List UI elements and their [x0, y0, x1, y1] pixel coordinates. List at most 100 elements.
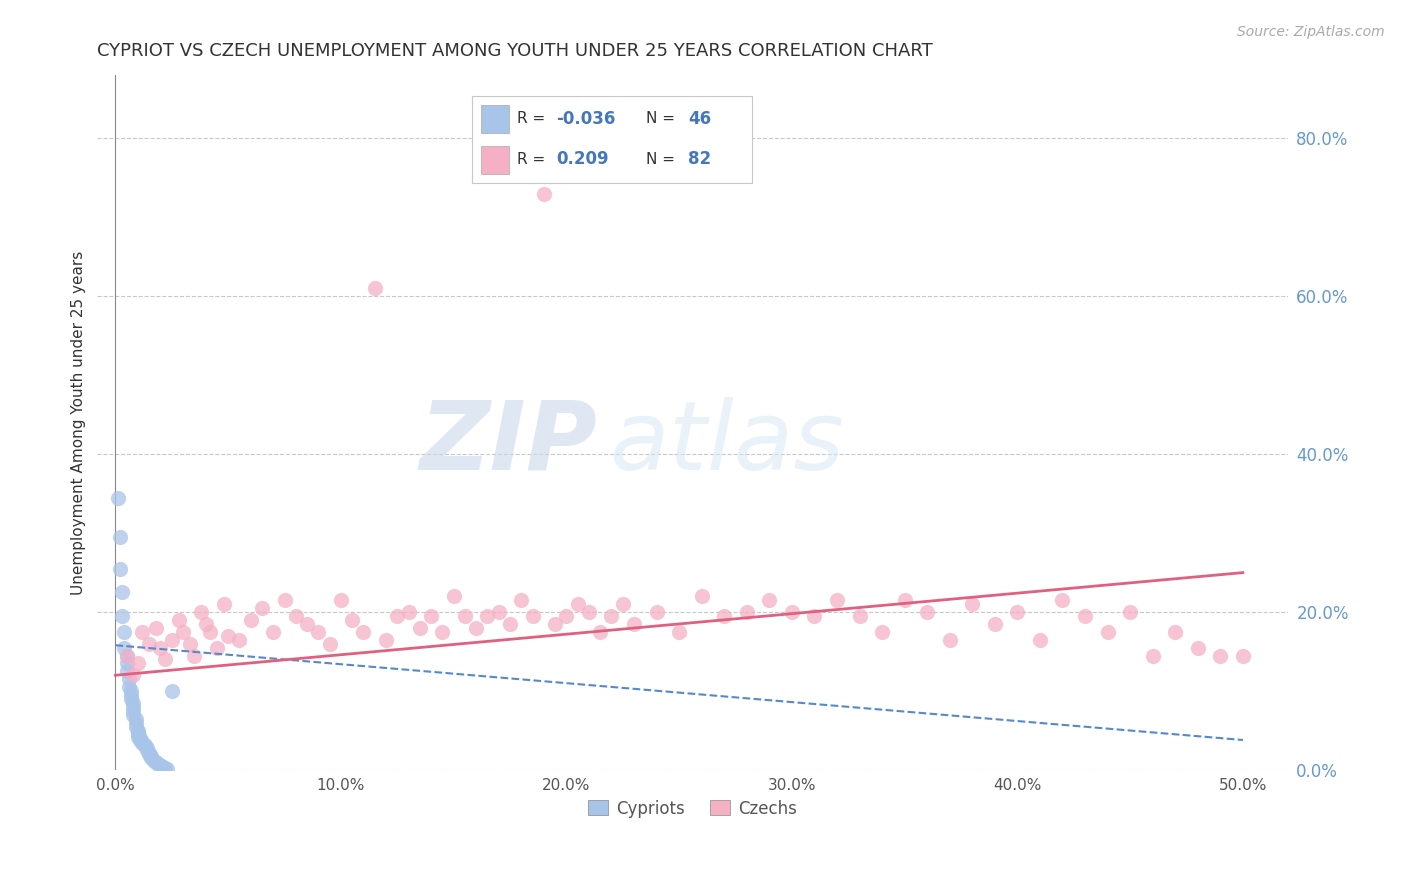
Point [352, 624, 374, 639]
Point [893, 593, 915, 607]
Point [250, 601, 273, 615]
Point [1164, 624, 1187, 639]
Point [623, 616, 645, 631]
Point [149, 640, 172, 655]
Point [398, 605, 420, 619]
Point [153, 761, 176, 775]
Point [131, 734, 153, 748]
Point [780, 605, 803, 619]
Point [108, 530, 131, 544]
Point [262, 624, 284, 639]
Point [239, 613, 262, 627]
Point [284, 609, 307, 624]
Point [111, 585, 134, 599]
Point [120, 688, 142, 702]
Point [612, 597, 634, 611]
Point [120, 692, 142, 706]
Point [145, 755, 167, 769]
Point [273, 593, 295, 607]
Point [115, 648, 138, 663]
Point [825, 593, 848, 607]
Point [149, 758, 172, 772]
Point [1074, 609, 1097, 624]
Point [645, 605, 668, 619]
Point [432, 624, 454, 639]
Point [122, 704, 145, 718]
Point [1187, 640, 1209, 655]
Point [984, 616, 1007, 631]
Point [138, 637, 160, 651]
Point [668, 624, 690, 639]
Point [499, 616, 522, 631]
Point [340, 613, 363, 627]
Point [205, 640, 228, 655]
Point [131, 736, 153, 750]
Point [125, 720, 148, 734]
Text: ZIP: ZIP [419, 397, 598, 490]
Point [295, 616, 318, 631]
Legend: Cypriots, Czechs: Cypriots, Czechs [581, 793, 804, 824]
Point [141, 748, 163, 763]
Point [488, 605, 510, 619]
Point [454, 609, 477, 624]
Point [125, 712, 148, 726]
Point [578, 605, 600, 619]
Point [1097, 624, 1119, 639]
Point [127, 657, 149, 671]
Point [138, 746, 160, 760]
Point [145, 621, 167, 635]
Point [477, 609, 499, 624]
Point [465, 621, 488, 635]
Point [125, 715, 148, 730]
Point [600, 609, 623, 624]
Point [179, 637, 201, 651]
Point [915, 605, 938, 619]
Point [1007, 605, 1029, 619]
Point [136, 743, 159, 757]
Point [420, 609, 443, 624]
Point [1052, 593, 1074, 607]
Point [1029, 632, 1052, 647]
Text: atlas: atlas [609, 397, 845, 490]
Point [112, 640, 135, 655]
Point [387, 609, 409, 624]
Point [217, 629, 239, 643]
Point [198, 624, 221, 639]
Point [129, 731, 152, 746]
Point [533, 186, 555, 201]
Point [118, 672, 141, 686]
Point [131, 624, 153, 639]
Point [153, 652, 176, 666]
Point [848, 609, 870, 624]
Point [122, 707, 145, 722]
Point [122, 696, 145, 710]
Point [118, 680, 141, 694]
Point [318, 637, 340, 651]
Text: CYPRIOT VS CZECH UNEMPLOYMENT AMONG YOUTH UNDER 25 YEARS CORRELATION CHART: CYPRIOT VS CZECH UNEMPLOYMENT AMONG YOUT… [97, 42, 934, 60]
Point [160, 632, 183, 647]
Point [375, 632, 398, 647]
Point [167, 613, 190, 627]
Point [141, 751, 163, 765]
Point [228, 632, 250, 647]
Point [115, 657, 138, 671]
Point [1232, 648, 1254, 663]
Point [1142, 648, 1164, 663]
Point [108, 562, 131, 576]
Point [138, 747, 160, 762]
Point [735, 605, 758, 619]
Point [690, 589, 713, 603]
Point [555, 609, 578, 624]
Point [156, 762, 179, 776]
Point [510, 593, 533, 607]
Point [172, 624, 194, 639]
Point [758, 593, 780, 607]
Point [134, 738, 156, 752]
Point [567, 597, 589, 611]
Y-axis label: Unemployment Among Youth under 25 years: Unemployment Among Youth under 25 years [72, 251, 86, 595]
Point [194, 616, 217, 631]
Point [1209, 648, 1232, 663]
Point [136, 740, 159, 755]
Point [134, 739, 156, 754]
Point [122, 668, 145, 682]
